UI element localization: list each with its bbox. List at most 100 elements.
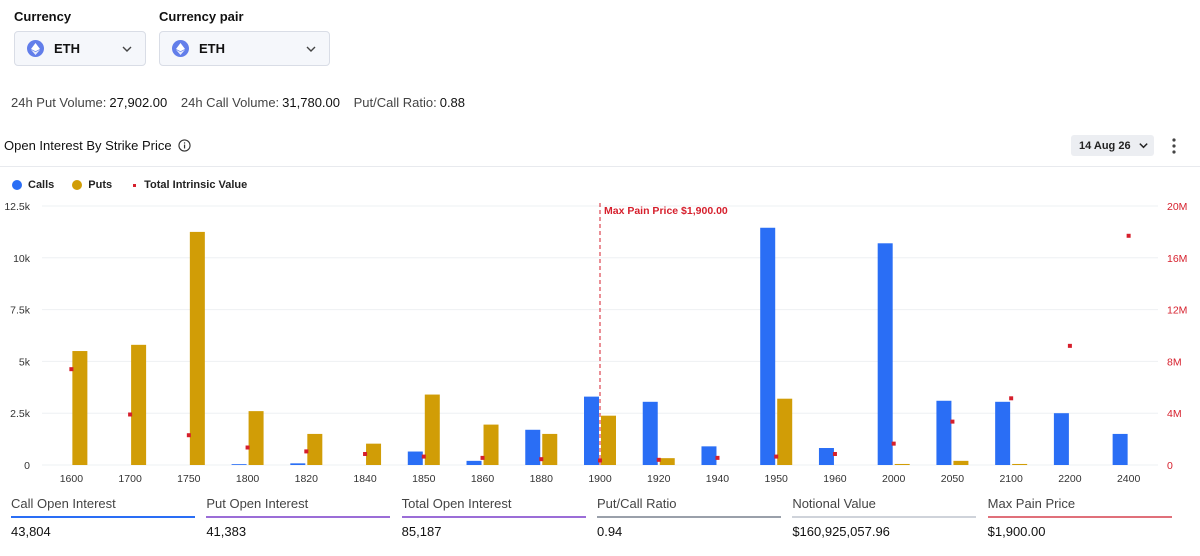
y-left-tick-label: 10k: [13, 253, 31, 265]
currency-label: Currency: [14, 9, 72, 24]
intrinsic-value-point: [1067, 343, 1072, 348]
intrinsic-value-point: [1009, 396, 1014, 401]
intrinsic-square-icon: [133, 183, 137, 187]
calls-bar: [466, 460, 482, 465]
puts-bar: [248, 411, 264, 465]
intrinsic-value-point: [421, 454, 426, 459]
puts-bar: [659, 458, 675, 465]
y-left-tick-label: 2.5k: [10, 408, 31, 420]
put-volume-value: 27,902.00: [109, 95, 168, 110]
x-tick-label: 1960: [823, 473, 847, 485]
section-divider: [0, 166, 1200, 167]
x-tick-label: 2400: [1117, 473, 1141, 485]
metric-underline: [206, 516, 391, 518]
metric-underline: [596, 516, 781, 518]
x-tick-label: 1840: [353, 473, 377, 485]
metric-underline: [11, 516, 195, 518]
x-tick-label: 2100: [999, 473, 1023, 485]
puts-bar: [424, 394, 440, 465]
expiry-date-dropdown[interactable]: 14 Aug 26: [1071, 135, 1154, 156]
calls-dot-icon: [12, 180, 22, 190]
x-tick-label: 1700: [118, 473, 142, 485]
calls-bar: [1053, 413, 1069, 465]
put-call-ratio-label: Put/Call Ratio:: [353, 95, 437, 110]
y-right-tick-label: 4M: [1167, 408, 1182, 420]
currency-pair-value: ETH: [199, 41, 225, 56]
puts-bar: [777, 398, 793, 465]
metrics-row: Call Open Interest 43,804 Put Open Inter…: [11, 496, 1183, 539]
intrinsic-value-point: [891, 441, 896, 446]
metric-value: 41,383: [206, 524, 247, 539]
metric-put-call-ratio: Put/Call Ratio 0.94: [596, 496, 792, 539]
puts-bar: [894, 463, 910, 465]
y-right-tick-label: 20M: [1167, 201, 1187, 213]
intrinsic-value-point: [480, 455, 485, 460]
metric-label: Notional Value: [792, 496, 876, 511]
chart-legend: Calls Puts Total Intrinsic Value: [12, 179, 265, 191]
puts-bar: [131, 344, 147, 465]
expiry-date-value: 14 Aug 26: [1079, 139, 1131, 152]
y-left-tick-label: 7.5k: [10, 305, 31, 317]
metric-total-open-interest: Total Open Interest 85,187: [401, 496, 597, 539]
intrinsic-value-point: [656, 457, 661, 462]
calls-bar: [642, 401, 658, 465]
x-tick-label: 1600: [60, 473, 84, 485]
y-right-tick-label: 16M: [1167, 253, 1187, 265]
intrinsic-value-point: [245, 445, 250, 450]
metric-label: Call Open Interest: [11, 496, 116, 511]
x-tick-label: 1900: [588, 473, 612, 485]
metric-put-open-interest: Put Open Interest 41,383: [206, 496, 401, 539]
calls-bar: [584, 396, 599, 465]
legend-calls-label: Calls: [28, 179, 55, 191]
x-tick-label: 1850: [412, 473, 436, 485]
intrinsic-value-point: [304, 449, 309, 454]
put-call-ratio-value: 0.88: [439, 95, 466, 110]
y-left-tick-label: 0: [24, 460, 30, 472]
ethereum-icon: [172, 40, 189, 57]
y-left-tick-label: 12.5k: [4, 201, 30, 213]
puts-bar: [1012, 463, 1028, 465]
intrinsic-value-point: [715, 455, 720, 460]
y-right-tick-label: 8M: [1167, 356, 1182, 368]
intrinsic-value-point: [69, 367, 74, 372]
calls-bar: [525, 429, 541, 465]
currency-pair-select[interactable]: ETH: [159, 31, 330, 66]
intrinsic-value-point: [363, 451, 368, 456]
call-volume-label: 24h Call Volume:: [180, 95, 280, 110]
legend-puts[interactable]: Puts: [72, 179, 112, 191]
intrinsic-value-point: [1126, 233, 1131, 238]
calls-bar: [877, 243, 893, 465]
metric-notional-value: Notional Value $160,925,057.96: [792, 496, 987, 539]
info-icon[interactable]: [177, 139, 191, 152]
x-tick-label: 1800: [236, 473, 260, 485]
section-header: Open Interest By Strike Price: [4, 138, 191, 153]
puts-bar: [366, 443, 382, 465]
x-tick-label: 2000: [882, 473, 906, 485]
chevron-down-icon: [1138, 143, 1148, 149]
metric-value: $1,900.00: [987, 524, 1046, 539]
legend-intrinsic[interactable]: Total Intrinsic Value: [130, 179, 247, 191]
metric-value: 43,804: [11, 524, 51, 539]
x-tick-label: 2200: [1058, 473, 1082, 485]
puts-bar: [953, 460, 969, 465]
metric-value: 0.94: [596, 524, 623, 539]
intrinsic-value-point: [186, 433, 191, 438]
metric-call-open-interest: Call Open Interest 43,804: [11, 496, 206, 539]
y-right-tick-label: 0: [1167, 460, 1173, 472]
metric-label: Put/Call Ratio: [596, 496, 677, 511]
metric-value: $160,925,057.96: [792, 524, 890, 539]
x-tick-label: 1860: [471, 473, 495, 485]
legend-calls[interactable]: Calls: [12, 179, 54, 191]
calls-bar: [995, 401, 1011, 465]
puts-dot-icon: [72, 180, 83, 190]
currency-select[interactable]: ETH: [14, 31, 146, 66]
open-interest-chart: 0 0 2.5k 4M 5k 8M 7.5k 12M 10k 16M 12.5k 20M 1600 170…: [4, 201, 1187, 485]
calls-bar: [701, 446, 717, 465]
section-title: Open Interest By Strike Price: [4, 138, 172, 153]
more-options-icon[interactable]: [1167, 137, 1181, 155]
chevron-down-icon: [122, 46, 132, 52]
max-pain-label: Max Pain Price $1,900.00: [604, 205, 728, 217]
metric-underline: [401, 516, 586, 518]
intrinsic-value-point: [774, 454, 779, 459]
currency-pair-label: Currency pair: [159, 9, 244, 24]
